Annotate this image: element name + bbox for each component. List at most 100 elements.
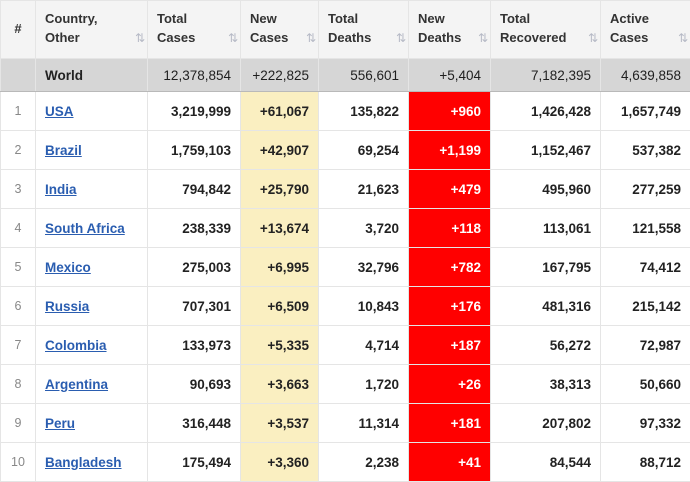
new-deaths-cell: +960 (409, 92, 491, 131)
active-cases-cell: 537,382 (601, 131, 690, 170)
table-row: 2 Brazil 1,759,103 +42,907 69,254 +1,199… (1, 131, 690, 170)
country-link[interactable]: USA (45, 104, 74, 119)
header-label: Active Cases (610, 11, 649, 44)
table-row: 10 Bangladesh 175,494 +3,360 2,238 +41 8… (1, 443, 690, 482)
rank-cell: 2 (1, 131, 36, 170)
rank-cell: 1 (1, 92, 36, 131)
new-deaths-cell: +176 (409, 287, 491, 326)
new-deaths-cell: +782 (409, 248, 491, 287)
country-cell: Russia (36, 287, 148, 326)
total-cases-cell: 275,003 (148, 248, 241, 287)
new-deaths-cell: +41 (409, 443, 491, 482)
new-cases-cell: +25,790 (241, 170, 319, 209)
country-cell: Argentina (36, 365, 148, 404)
header-new-deaths[interactable]: New Deaths ⇅ (409, 1, 491, 59)
header-rank: # (1, 1, 36, 59)
sort-icon[interactable]: ⇅ (588, 30, 597, 47)
country-cell: Colombia (36, 326, 148, 365)
header-total-cases[interactable]: Total Cases ⇅ (148, 1, 241, 59)
header-total-deaths[interactable]: Total Deaths ⇅ (319, 1, 409, 59)
header-total-recovered[interactable]: Total Recovered ⇅ (491, 1, 601, 59)
sort-icon[interactable]: ⇅ (135, 30, 144, 47)
sort-icon[interactable]: ⇅ (396, 30, 405, 47)
total-deaths-cell: 32,796 (319, 248, 409, 287)
header-row: # Country, Other ⇅ Total Cases ⇅ New Cas… (1, 1, 690, 59)
total-recovered-cell: 113,061 (491, 209, 601, 248)
active-cases-cell: 72,987 (601, 326, 690, 365)
country-link[interactable]: Mexico (45, 260, 91, 275)
table-row: 7 Colombia 133,973 +5,335 4,714 +187 56,… (1, 326, 690, 365)
new-cases-cell: +222,825 (241, 59, 319, 92)
country-link[interactable]: South Africa (45, 221, 125, 236)
total-cases-cell: 238,339 (148, 209, 241, 248)
rank-cell: 3 (1, 170, 36, 209)
total-deaths-cell: 21,623 (319, 170, 409, 209)
header-country-other[interactable]: Country, Other ⇅ (36, 1, 148, 59)
active-cases-cell: 121,558 (601, 209, 690, 248)
sort-icon[interactable]: ⇅ (478, 30, 487, 47)
total-recovered-cell: 7,182,395 (491, 59, 601, 92)
header-label: Total Recovered (500, 11, 566, 44)
rank-cell: 9 (1, 404, 36, 443)
country-link[interactable]: Colombia (45, 338, 107, 353)
total-recovered-cell: 167,795 (491, 248, 601, 287)
total-deaths-cell: 3,720 (319, 209, 409, 248)
total-cases-cell: 3,219,999 (148, 92, 241, 131)
active-cases-cell: 4,639,858 (601, 59, 690, 92)
total-deaths-cell: 11,314 (319, 404, 409, 443)
world-totals-row: World 12,378,854 +222,825 556,601 +5,404… (1, 59, 690, 92)
total-recovered-cell: 1,426,428 (491, 92, 601, 131)
sort-icon[interactable]: ⇅ (678, 30, 687, 47)
table-row: 5 Mexico 275,003 +6,995 32,796 +782 167,… (1, 248, 690, 287)
table-row: 8 Argentina 90,693 +3,663 1,720 +26 38,3… (1, 365, 690, 404)
country-cell: Bangladesh (36, 443, 148, 482)
country-cell: Mexico (36, 248, 148, 287)
new-cases-cell: +42,907 (241, 131, 319, 170)
new-cases-cell: +3,537 (241, 404, 319, 443)
table-row: 1 USA 3,219,999 +61,067 135,822 +960 1,4… (1, 92, 690, 131)
table-row: 9 Peru 316,448 +3,537 11,314 +181 207,80… (1, 404, 690, 443)
active-cases-cell: 1,657,749 (601, 92, 690, 131)
total-recovered-cell: 38,313 (491, 365, 601, 404)
total-recovered-cell: 495,960 (491, 170, 601, 209)
country-link[interactable]: Argentina (45, 377, 108, 392)
total-cases-cell: 90,693 (148, 365, 241, 404)
header-label: New Cases (250, 11, 288, 44)
rank-cell: 4 (1, 209, 36, 248)
new-deaths-cell: +26 (409, 365, 491, 404)
country-cell: USA (36, 92, 148, 131)
country-link[interactable]: Russia (45, 299, 89, 314)
total-deaths-cell: 135,822 (319, 92, 409, 131)
table-row: 6 Russia 707,301 +6,509 10,843 +176 481,… (1, 287, 690, 326)
total-recovered-cell: 481,316 (491, 287, 601, 326)
new-deaths-cell: +5,404 (409, 59, 491, 92)
header-active-cases[interactable]: Active Cases ⇅ (601, 1, 690, 59)
new-deaths-cell: +479 (409, 170, 491, 209)
header-new-cases[interactable]: New Cases ⇅ (241, 1, 319, 59)
country-cell: Brazil (36, 131, 148, 170)
country-cell: Peru (36, 404, 148, 443)
total-deaths-cell: 69,254 (319, 131, 409, 170)
sort-icon[interactable]: ⇅ (228, 30, 237, 47)
active-cases-cell: 74,412 (601, 248, 690, 287)
total-cases-cell: 175,494 (148, 443, 241, 482)
new-cases-cell: +61,067 (241, 92, 319, 131)
country-link[interactable]: Bangladesh (45, 455, 122, 470)
rank-cell: 8 (1, 365, 36, 404)
country-link[interactable]: Brazil (45, 143, 82, 158)
country-cell: South Africa (36, 209, 148, 248)
world-label: World (36, 59, 148, 92)
total-recovered-cell: 56,272 (491, 326, 601, 365)
active-cases-cell: 215,142 (601, 287, 690, 326)
total-deaths-cell: 2,238 (319, 443, 409, 482)
new-deaths-cell: +181 (409, 404, 491, 443)
new-cases-cell: +5,335 (241, 326, 319, 365)
country-link[interactable]: India (45, 182, 77, 197)
header-label: New Deaths (418, 11, 461, 44)
country-link[interactable]: Peru (45, 416, 75, 431)
new-cases-cell: +3,663 (241, 365, 319, 404)
header-label: Country, Other (45, 11, 97, 44)
sort-icon[interactable]: ⇅ (306, 30, 315, 47)
total-deaths-cell: 556,601 (319, 59, 409, 92)
